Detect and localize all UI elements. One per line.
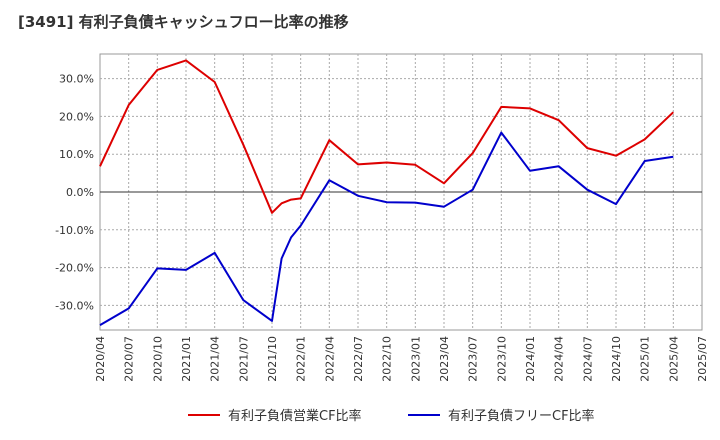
x-tick-label: 2025/04	[667, 336, 680, 382]
x-tick-label: 2023/01	[409, 336, 422, 382]
y-tick-label: -10.0%	[55, 224, 94, 237]
y-tick-label: 30.0%	[59, 73, 94, 86]
y-tick-label: 0.0%	[66, 186, 94, 199]
x-tick-labels: 2020/04 2020/07 2020/10 2021/01 2021/04 2021/…	[94, 336, 709, 382]
y-tick-label: 20.0%	[59, 110, 94, 123]
x-tick-label: 2024/07	[581, 336, 594, 382]
x-tick-label: 2024/04	[553, 336, 566, 382]
x-tick-label: 2024/10	[610, 336, 623, 382]
x-tick-label: 2021/10	[266, 336, 279, 382]
x-tick-label: 2021/01	[180, 336, 193, 382]
y-tick-label: 10.0%	[59, 148, 94, 161]
x-tick-label: 2020/10	[151, 336, 164, 382]
x-tick-label: 2022/04	[323, 336, 336, 382]
x-tick-label: 2020/04	[94, 336, 107, 382]
x-tick-label: 2024/01	[524, 336, 537, 382]
x-tick-label: 2023/04	[438, 336, 451, 382]
x-tick-label: 2023/10	[495, 336, 508, 382]
series-layer	[99, 59, 674, 326]
x-tick-label: 2022/10	[381, 336, 394, 382]
x-tick-label: 2021/04	[209, 336, 222, 382]
x-tick-label: 2022/01	[295, 336, 308, 382]
legend-label-1: 有利子負債営業CF比率	[228, 408, 362, 424]
x-tick-label: 2025/01	[639, 336, 652, 382]
x-tick-label: 2023/07	[467, 336, 480, 382]
x-tick-label: 2020/07	[123, 336, 136, 382]
legend: 有利子負債営業CF比率 有利子負債フリーCF比率	[188, 408, 595, 424]
x-tick-label: 2025/07	[696, 336, 709, 382]
legend-label-2: 有利子負債フリーCF比率	[448, 408, 595, 424]
x-tick-label: 2022/07	[352, 336, 365, 382]
x-tick-label: 2021/07	[237, 336, 250, 382]
series-line-2	[99, 131, 674, 326]
y-tick-label: -20.0%	[55, 262, 94, 275]
series-line-1	[99, 59, 674, 214]
chart-title: [3491] 有利子負債キャッシュフロー比率の推移	[18, 13, 349, 31]
y-tick-label: -30.0%	[55, 299, 94, 312]
y-tick-labels: 30.0% 20.0% 10.0% 0.0% -10.0% -20.0% -30.0%	[55, 73, 94, 313]
